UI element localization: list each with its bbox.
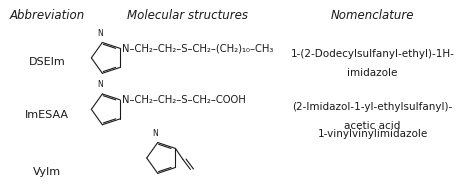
Text: Molecular structures: Molecular structures xyxy=(128,9,248,22)
Text: N: N xyxy=(97,80,103,89)
Text: N–CH₂–CH₂–S–CH₂–(CH₂)₁₀–CH₃: N–CH₂–CH₂–S–CH₂–(CH₂)₁₀–CH₃ xyxy=(122,43,274,53)
Text: acetic acid: acetic acid xyxy=(345,122,401,132)
Text: Abbreviation: Abbreviation xyxy=(9,9,85,22)
Text: ImESAA: ImESAA xyxy=(25,110,69,120)
Text: N: N xyxy=(153,129,158,138)
Text: DSEIm: DSEIm xyxy=(29,57,65,67)
Text: 1-(2-Dodecylsulfanyl-ethyl)-1H-: 1-(2-Dodecylsulfanyl-ethyl)-1H- xyxy=(291,49,455,59)
Text: imidazole: imidazole xyxy=(347,68,398,78)
Text: N–CH₂–CH₂–S–CH₂–COOH: N–CH₂–CH₂–S–CH₂–COOH xyxy=(122,95,246,105)
Text: VyIm: VyIm xyxy=(33,167,61,177)
Text: 1-vinylvinylimidazole: 1-vinylvinylimidazole xyxy=(318,129,428,139)
Text: (2-Imidazol-1-yl-ethylsulfanyl)-: (2-Imidazol-1-yl-ethylsulfanyl)- xyxy=(292,103,453,113)
Text: Nomenclature: Nomenclature xyxy=(331,9,414,22)
Text: N: N xyxy=(97,29,103,38)
